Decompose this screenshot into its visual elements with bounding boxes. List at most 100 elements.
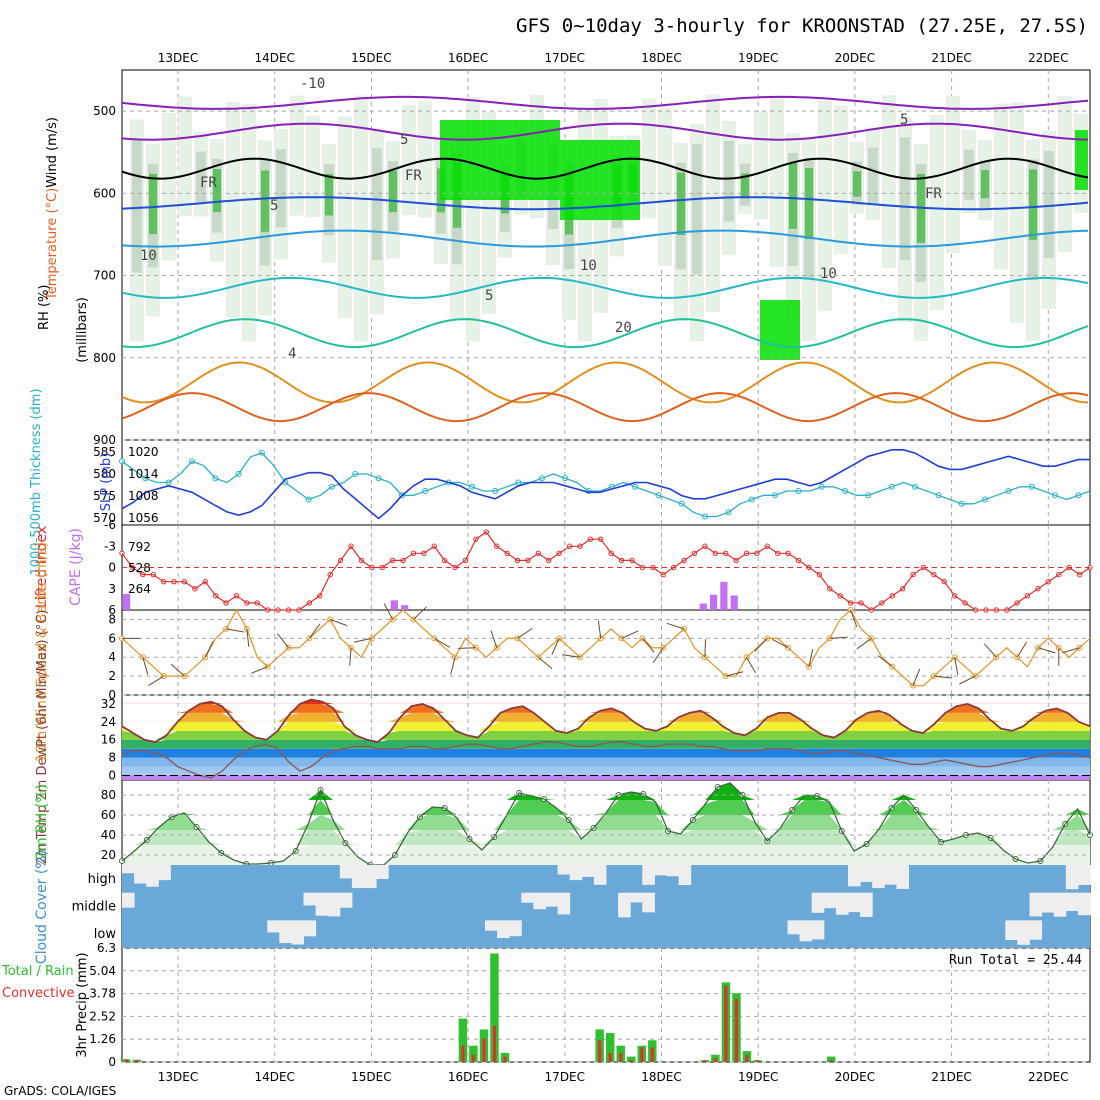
cloud-clear-block [593,865,607,885]
isotherm-line [121,196,1089,211]
wind-barb [877,655,893,668]
temp-band [122,699,1090,704]
precip-total-bar [458,1018,468,1062]
wind-barb [450,657,456,675]
rh-shade-light [642,98,656,219]
rh-shade-bright [760,300,800,360]
rh-shade-dark [213,169,221,212]
cape-ylabel: CAPE (J/kg) [68,528,84,606]
cloud-clear-block [823,892,837,909]
temp-band [122,748,1090,758]
pressure-tick-label: 700 [93,269,116,283]
rh-shade-mid [692,143,702,275]
rh-shade-light [658,108,672,267]
cloud-clear-block [1077,865,1091,885]
wind-barb [704,639,707,658]
precip-convective-bar [745,1054,749,1062]
cloud-clear-block [1065,892,1079,911]
rh-band [122,815,1090,830]
slp-tick-label: 1014 [128,467,159,481]
cloud-clear-block [497,920,510,939]
wind-barb [142,657,149,675]
rh-shade-light [754,111,768,220]
cape-bar [401,605,409,610]
precip-tick-label: 0 [108,1055,116,1069]
wind-speed-line [121,608,1091,687]
cloud-clear-block [1065,865,1079,890]
cape-tick-label: 528 [128,561,151,575]
wind-barb [1062,647,1080,654]
cloud-clear-block [485,920,498,931]
isotherm-label: 5 [400,132,408,148]
rh-shade-mid [964,149,974,200]
cloud-clear-block [848,892,861,913]
wind-barb [933,675,952,679]
temp-band [122,775,1090,780]
wind-tick-label: 8 [108,612,116,626]
precip-convective-bar [724,986,728,1062]
rh-tick-label: 20 [101,848,116,862]
ylabel-rh: RH (%) [37,285,52,330]
cloud-row-label: middle [72,900,116,915]
date-label-top: 13DEC [158,51,198,65]
precip-total-bar [469,1045,478,1062]
precip-convective-bar [461,1045,465,1062]
rh-shade-mid [724,141,734,222]
rh-shade-dark [677,172,685,236]
cloud-clear-block [569,865,583,881]
lifted-ylabel: Lifted Index [34,526,50,608]
rh-shade-light [306,115,320,218]
cloud-clear-block [158,865,171,881]
rh-shade-dark [789,162,797,229]
lifted-tick-label: -6 [104,518,116,532]
isotherm-label: 20 [615,320,632,336]
precip-total-bar [627,1056,636,1062]
rh-shade-light [290,95,304,216]
rh-shade-dark [389,171,397,213]
cloud-clear-block [1005,920,1018,940]
rh-shade-dark [325,173,333,216]
rh-shade-light [354,95,368,342]
thickness-line [121,452,1091,518]
cloud-clear-block [618,892,631,918]
rh-shade-light [162,113,176,261]
temp-tick-label: 8 [108,751,116,765]
rh-tick-label: 40 [101,828,116,842]
wind-barb [621,630,639,639]
cloud-clear-block [642,865,655,885]
date-label-top: 15DEC [351,51,391,65]
precip-convective-bar [135,1059,139,1062]
precip-convective-bar [619,1052,623,1062]
temp-tick-label: 16 [101,733,116,747]
precip-convective-bar [482,1038,486,1062]
rh2m-line [121,782,1091,867]
rh-shade-light [770,97,784,268]
cloud-clear-block [291,920,304,945]
precip-convective-label: Convective [2,986,75,1001]
cape-bar [699,603,707,610]
isotherm-label: 4 [288,346,296,362]
isotherm-line [121,95,1089,110]
lifted-tick-label: 3 [108,582,116,596]
isotherm-line [121,157,1089,180]
wind-barb [490,630,498,648]
thickness-tick-label: 585 [93,445,116,459]
precip-convective-bar [608,1052,612,1062]
isotherm-label: 5 [900,112,908,128]
pressure-tick-label: 900 [93,433,116,447]
cloud-clear-block [521,892,534,903]
wind-barb [413,606,427,620]
cloud-clear-block [351,865,365,889]
precip-convective-bar [471,1054,476,1062]
isotherm-line [121,318,1089,349]
thickness-tick-label: 575 [93,489,116,503]
rh-shade-mid [372,148,382,261]
cloud-clear-block [860,892,873,917]
wind-barb [562,654,581,658]
wind-barb [225,628,244,633]
wind-barb [308,623,321,639]
wind-barb [246,628,250,647]
cloud-clear-block [122,865,135,874]
date-label-top: 19DEC [738,51,778,65]
